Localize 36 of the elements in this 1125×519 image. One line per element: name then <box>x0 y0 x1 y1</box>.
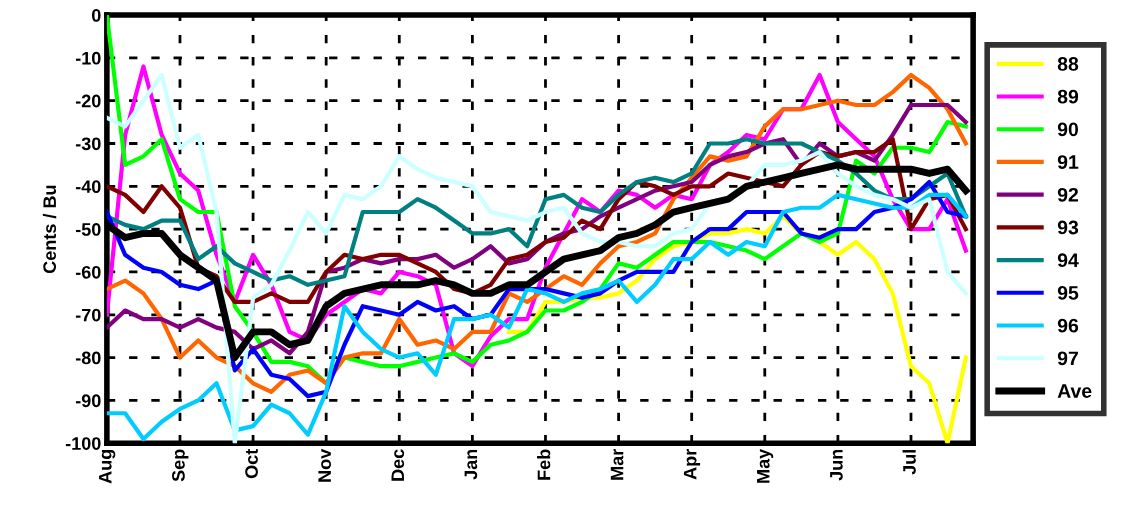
legend-label: 90 <box>1057 122 1079 137</box>
y-axis-title: Cents / Bu <box>42 185 57 274</box>
y-tick-label: -50 <box>75 223 101 236</box>
x-tick-label: Feb <box>537 449 551 480</box>
line-series <box>106 192 968 442</box>
legend-label: 97 <box>1057 351 1078 366</box>
x-tick-label: Jun <box>830 449 843 481</box>
legend-label: 88 <box>1057 57 1079 71</box>
y-tick-label: -10 <box>75 51 101 65</box>
y-tick-label: -30 <box>75 137 101 151</box>
legend-label: 95 <box>1057 286 1079 300</box>
legend-label: 94 <box>1057 253 1079 268</box>
y-tick-label: -70 <box>75 308 101 322</box>
legend-label: 93 <box>1057 220 1079 235</box>
x-tick-label: Jul <box>902 450 916 475</box>
x-tick-label: Dec <box>391 449 405 481</box>
legend-label: 92 <box>1057 187 1079 202</box>
y-tick-label: -60 <box>75 265 101 279</box>
x-tick-label: May <box>757 448 774 483</box>
y-tick-label: -80 <box>75 351 101 365</box>
x-tick-label: Aug <box>99 449 116 484</box>
y-tick-label: -40 <box>75 180 101 194</box>
x-tick-label: Jan <box>464 449 478 480</box>
legend-label: 96 <box>1057 318 1079 333</box>
legend-label: 89 <box>1057 89 1079 104</box>
x-tick-label: Oct <box>245 449 258 479</box>
x-tick-label: Mar <box>610 449 624 480</box>
legend-label: 91 <box>1057 155 1079 169</box>
x-tick-label: Sep <box>172 449 189 482</box>
x-tick-label: Nov <box>318 448 332 482</box>
x-tick-label: Apr <box>683 449 701 480</box>
y-tick-label: -20 <box>75 94 101 108</box>
legend-label: Ave <box>1057 384 1092 398</box>
y-tick-label: 0 <box>91 8 101 22</box>
y-tick-label: -90 <box>75 394 101 408</box>
y-tick-label: -100 <box>65 437 101 450</box>
